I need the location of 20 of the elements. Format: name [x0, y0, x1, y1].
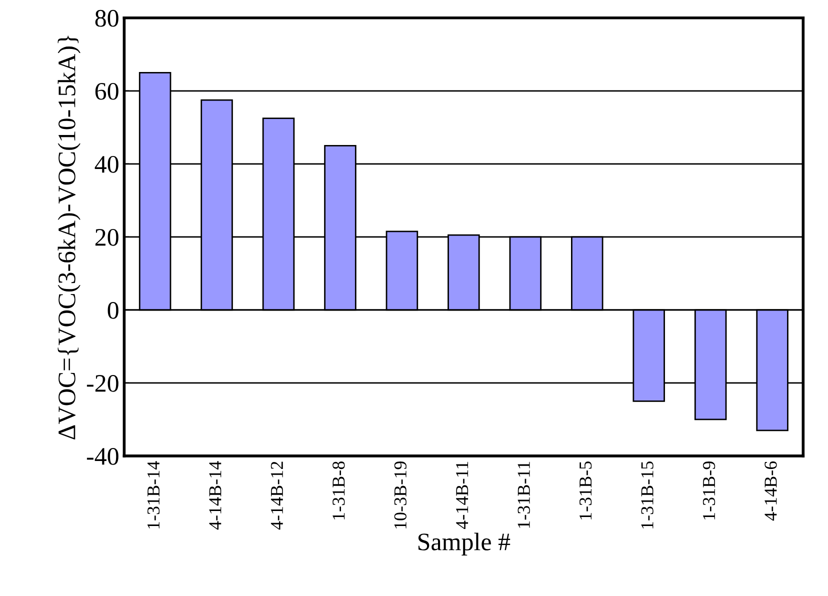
x-tick-label: 1-31B-15 — [641, 462, 654, 528]
x-tick-label: 4-14B-6 — [764, 461, 777, 521]
y-axis-title: ΔVOC={VOC(3-6kA)-VOC(10-15kA)} — [58, 36, 80, 440]
y-tick-label: 0 — [108, 302, 118, 319]
x-tick-label: 4-14B-11 — [456, 462, 468, 529]
x-tick-label: 4-14B-14 — [209, 461, 222, 530]
y-tick-label: 40 — [94, 156, 118, 173]
y-tick-label: 20 — [95, 228, 118, 246]
x-tick-label: 1-31B-8 — [332, 461, 345, 520]
x-tick-label: 1-31B-9 — [702, 462, 716, 520]
x-tick-label: 1-31B-5 — [580, 462, 592, 520]
x-axis-title: Sample # — [418, 532, 510, 556]
y-tick-label: 60 — [95, 82, 118, 100]
x-tick-label: 10-3B-19 — [394, 462, 406, 528]
x-tick-label: 4-14B-12 — [270, 462, 283, 530]
x-tick-label: 1-31B-11 — [518, 462, 530, 528]
y-tick-label: 80 — [95, 10, 118, 27]
y-tick-label: -20 — [86, 374, 118, 392]
y-tick-label: -40 — [86, 448, 118, 465]
x-tick-label: 1-31B-14 — [147, 461, 160, 528]
